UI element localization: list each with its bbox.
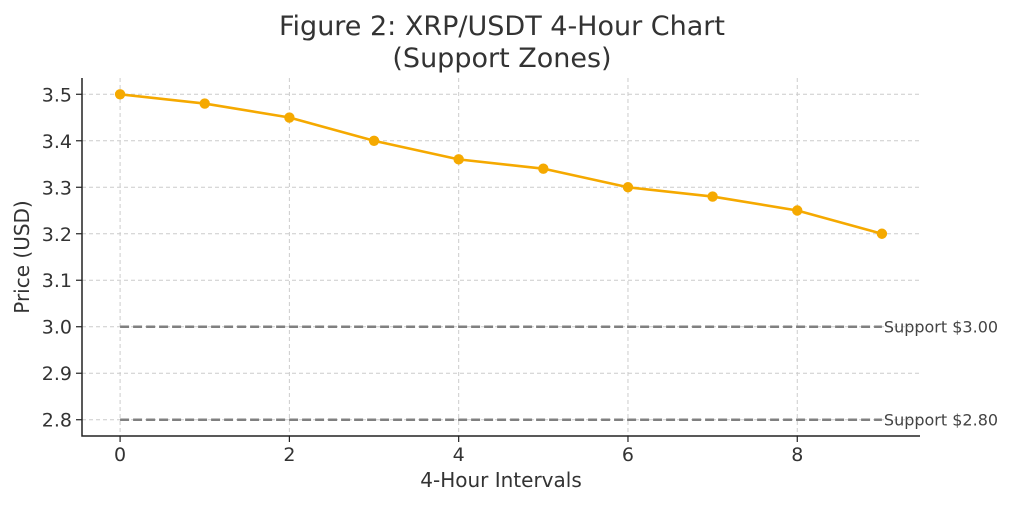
chart-title-line-1: Figure 2: XRP/USDT 4-Hour Chart [279,11,725,42]
y-tick-label: 2.8 [42,410,72,432]
y-ticks: 2.8 2.9 3.0 3.1 3.2 3.3 3.4 3.5 [42,84,82,432]
data-point [453,154,464,165]
x-tick-label: 8 [791,444,803,466]
x-ticks: 0 2 4 6 8 [114,436,803,466]
data-point [792,205,803,216]
support-lines: Support $3.00 Support $2.80 [120,318,998,430]
data-point [876,228,888,239]
data-point [284,112,295,123]
x-tick-label: 4 [453,444,465,466]
support-line-label: Support $3.00 [884,318,998,337]
y-axis-label: Price (USD) [10,200,34,314]
y-tick-label: 3.5 [42,84,72,106]
data-point [199,98,210,109]
y-tick-label: 3.1 [42,270,72,292]
y-tick-label: 2.9 [42,363,72,385]
x-axis-label: 4-Hour Intervals [420,468,581,492]
x-tick-label: 0 [114,444,126,466]
data-point [368,135,380,146]
data-point [538,163,549,174]
chart-title-line-2: (Support Zones) [392,43,611,74]
y-tick-label: 3.2 [42,224,72,246]
series-line [119,92,883,236]
data-point [114,89,126,100]
x-tick-label: 6 [622,444,634,466]
grid [82,78,920,436]
series [114,89,888,239]
support-line-label: Support $2.80 [884,411,998,430]
y-tick-label: 3.0 [42,317,72,339]
axes-frame [81,78,920,437]
y-tick-label: 3.3 [42,177,72,199]
y-tick-label: 3.4 [42,131,72,153]
data-point [622,182,634,193]
x-tick-label: 2 [283,444,295,466]
data-point [707,191,718,202]
